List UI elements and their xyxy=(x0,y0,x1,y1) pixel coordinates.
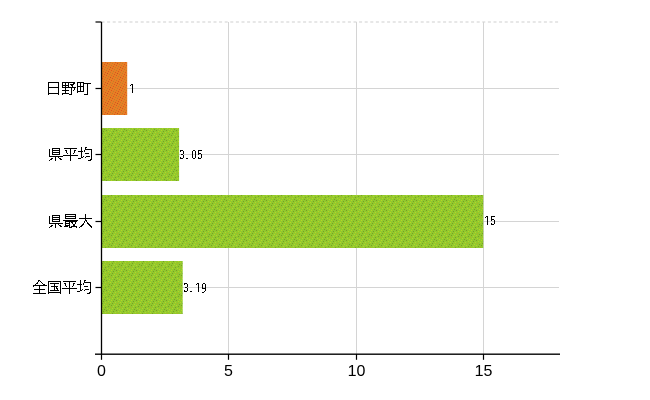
svg-text:5: 5 xyxy=(224,363,233,380)
svg-text:10: 10 xyxy=(348,363,366,380)
svg-text:0: 0 xyxy=(97,363,106,380)
svg-text:15: 15 xyxy=(475,363,493,380)
